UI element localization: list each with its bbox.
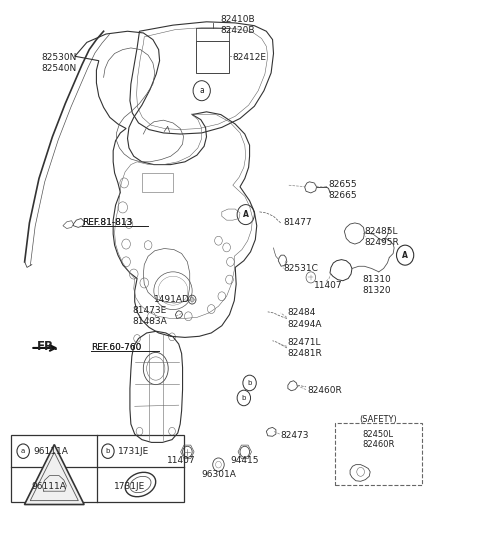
Text: A: A <box>243 210 249 219</box>
Text: 82530N
82540N: 82530N 82540N <box>41 53 77 73</box>
Text: a: a <box>21 448 25 454</box>
Text: FR.: FR. <box>36 340 59 353</box>
Text: 1491AD: 1491AD <box>154 295 190 304</box>
Text: 81477: 81477 <box>283 218 312 227</box>
Text: a: a <box>199 86 204 95</box>
Text: 82485L
82495R: 82485L 82495R <box>364 227 399 247</box>
Text: 11407: 11407 <box>314 281 343 290</box>
Text: 81310
81320: 81310 81320 <box>362 275 391 295</box>
Text: REF.60-760: REF.60-760 <box>91 344 141 353</box>
Bar <box>11 435 183 502</box>
Text: 82471L
82481R: 82471L 82481R <box>288 338 323 358</box>
Text: 82473: 82473 <box>281 431 309 439</box>
Text: 1731JE: 1731JE <box>114 482 145 491</box>
Text: 94415: 94415 <box>230 456 259 465</box>
Text: b: b <box>247 380 252 386</box>
Text: 81473E
81483A: 81473E 81483A <box>132 306 167 326</box>
Text: 96111A: 96111A <box>33 447 68 456</box>
Polygon shape <box>24 444 84 505</box>
Text: b: b <box>106 448 110 454</box>
Text: 96301A: 96301A <box>201 470 236 478</box>
Text: 82450L
82460R: 82450L 82460R <box>362 429 395 449</box>
Text: 82410B
82420B: 82410B 82420B <box>220 14 255 35</box>
Text: 96111A: 96111A <box>31 482 66 491</box>
Text: b: b <box>241 395 246 401</box>
Text: 1731JE: 1731JE <box>119 447 150 456</box>
Text: 11407: 11407 <box>168 456 196 465</box>
Text: REF.81-813: REF.81-813 <box>82 218 132 227</box>
Text: REF.81-813: REF.81-813 <box>82 218 132 227</box>
Bar <box>335 423 422 485</box>
Text: 82412E: 82412E <box>233 53 267 62</box>
Text: A: A <box>402 251 408 260</box>
Text: 82655
82665: 82655 82665 <box>328 179 357 199</box>
Text: 82484
82494A: 82484 82494A <box>288 309 323 329</box>
Text: (SAFETY): (SAFETY) <box>360 415 397 424</box>
Bar <box>142 173 173 192</box>
Bar <box>29 496 79 501</box>
Text: 82531C: 82531C <box>283 264 318 273</box>
Text: REF.60-760: REF.60-760 <box>91 344 141 353</box>
Text: 82460R: 82460R <box>307 386 342 395</box>
